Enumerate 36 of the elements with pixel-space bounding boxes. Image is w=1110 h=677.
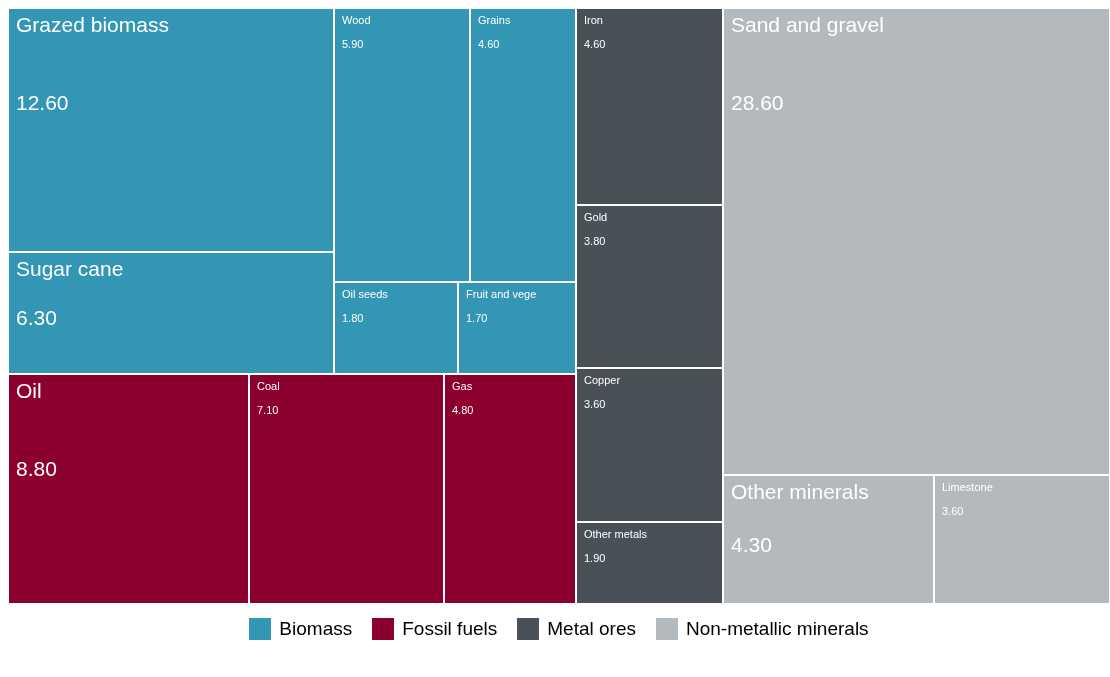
category-label: Wood — [342, 14, 371, 26]
category-label: Limestone — [942, 481, 993, 493]
category-label: Grazed biomass — [16, 13, 169, 36]
data-label: 1.80 — [342, 312, 364, 324]
category-label: Other metals — [584, 528, 648, 540]
legend-label: Fossil fuels — [402, 618, 498, 640]
category-label: Copper — [584, 374, 621, 386]
category-label: Gas — [452, 380, 473, 392]
category-label: Grains — [478, 14, 511, 26]
data-label: 1.90 — [584, 552, 606, 564]
category-label: Oil — [16, 379, 42, 402]
category-label: Sugar cane — [16, 257, 124, 280]
series-label: Non-metallic minerals — [685, 618, 869, 640]
data-label: 12.60 — [16, 91, 69, 114]
data-label: 4.30 — [731, 532, 772, 556]
data-label: 3.60 — [584, 398, 606, 410]
data-label: 1.70 — [466, 312, 488, 324]
data-label: 4.80 — [452, 404, 474, 416]
category-label: Coal — [257, 380, 280, 392]
category-label: Sand and gravel — [731, 13, 884, 36]
category-label: Iron — [584, 14, 603, 26]
data-label: 3.60 — [942, 505, 964, 517]
category-label: Gold — [584, 211, 608, 223]
category-label: Other minerals — [731, 480, 869, 503]
category-label: Fruit and vege — [466, 288, 537, 300]
legend-label: Metal ores — [547, 618, 636, 640]
data-label: 5.90 — [342, 38, 364, 50]
data-label: 3.80 — [584, 235, 606, 247]
legend-label: Biomass — [279, 618, 353, 640]
category-label: Oil seeds — [342, 288, 389, 300]
data-label: 4.60 — [584, 38, 606, 50]
data-label: 8.80 — [16, 457, 57, 480]
data-label: 4.60 — [478, 38, 500, 50]
data-label: 6.30 — [16, 306, 57, 329]
data-label: 7.10 — [257, 404, 279, 416]
data-label: 28.60 — [731, 91, 784, 114]
